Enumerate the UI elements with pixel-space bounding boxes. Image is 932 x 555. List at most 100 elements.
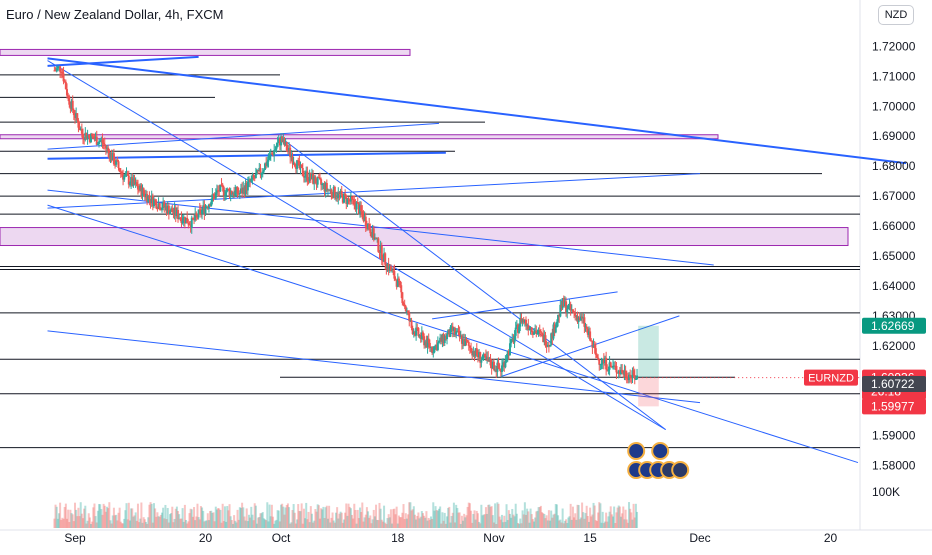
axis-label-bg [862,317,926,334]
volume-bar [373,516,376,528]
volume-bar [75,509,78,528]
volume-bar [65,518,68,528]
candle-body [631,370,634,378]
volume-bar [549,520,552,528]
volume-bar [107,508,110,528]
candle-body [476,354,479,358]
candle-body [67,95,70,97]
candle-body [621,369,624,373]
volume-bar [170,513,173,528]
axis-label-bg [862,376,926,393]
volume-bar [307,511,310,528]
volume-bar [228,504,231,528]
candle-body [616,372,619,374]
candle-body [585,326,588,329]
candle-body [172,212,175,214]
candle-body [411,327,414,334]
candle-body [351,196,354,200]
candle-body [367,223,370,229]
volume-bar [537,507,540,528]
volume-bar [546,520,549,528]
volume-bar [80,513,83,528]
volume-bar [512,514,515,528]
volume-bar [403,519,406,528]
volume-bar [197,517,200,528]
volume-bar [547,510,550,528]
candle-body [480,360,483,363]
candle-body [497,362,500,369]
candle-body [265,163,268,166]
volume-bar [413,514,416,528]
volume-bar [296,519,299,528]
candle-body [308,172,311,181]
candle-body [473,351,476,356]
currency-button[interactable]: NZD [878,5,914,25]
volume-bar [298,510,301,528]
volume-bar [238,507,241,528]
candle-body [275,146,278,150]
volume-bar [636,511,639,528]
candle-body [370,233,373,238]
volume-bar [138,522,141,528]
volume-bar [429,516,432,528]
volume-bar [136,503,139,528]
axis-label-value: 1.60722 [871,377,915,391]
volume-bar [312,522,315,528]
candle-body [282,138,285,142]
candle-body [269,153,272,156]
candle-body [313,176,316,184]
volume-bar [318,518,321,528]
volume-bar [267,521,270,528]
candle-body [542,333,545,343]
volume-bar [239,507,242,528]
candle-body [115,160,118,165]
volume-bar [218,508,221,528]
volume-bar [495,523,498,528]
volume-bar [198,519,201,528]
position-target-zone [638,325,659,378]
resistance-zone [0,227,849,247]
volume-bar [496,502,499,528]
candle-body [552,324,555,339]
candle-body [143,193,146,198]
candle-body [334,197,337,199]
volume-bar [585,505,588,528]
volume-bar [124,510,127,528]
volume-bar [471,522,474,528]
volume-bar [120,523,123,528]
candle-body [434,344,437,347]
candle-body [139,185,142,190]
volume-bar [553,513,556,528]
candle-body [598,359,601,365]
candle-body [124,174,127,176]
candle-body [229,191,232,197]
eur-flag-icon [627,442,646,460]
volume-bar [174,508,177,528]
volume-bar [620,516,623,528]
candle-body [528,329,531,331]
candle-body [146,194,149,203]
candle-body [272,153,275,156]
volume-bar [112,507,115,528]
volume-bar [558,520,561,528]
candle-body [90,133,93,142]
volume-bar [133,515,136,528]
volume-bar [566,522,569,528]
candle-body [536,333,539,335]
volume-bar [356,509,359,528]
volume-bar [402,504,405,528]
candle-body [133,178,136,185]
candle-body [401,292,404,304]
volume-scale-label: 100K [872,485,900,499]
volume-bar [344,512,347,528]
symbol-badge-bg [804,369,858,386]
candle-body [615,365,618,373]
volume-bar [292,504,295,528]
time-tick-label: Nov [483,531,504,545]
candle-body [166,205,169,214]
candle-body [349,196,352,202]
candle-body [54,70,57,72]
candle-body [77,120,80,128]
